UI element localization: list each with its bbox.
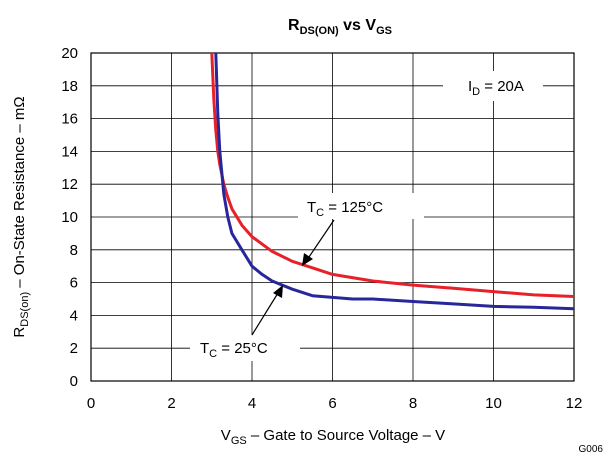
series-group [210, 52, 575, 311]
y-tick-label: 6 [70, 275, 78, 292]
x-tick-label: 12 [566, 395, 583, 412]
series-label-25: TC = 25°C [200, 340, 268, 360]
y-tick-label: 10 [61, 209, 78, 226]
condition-label-box [443, 71, 543, 101]
series-line-125c [210, 52, 575, 298]
y-axis-label: RDS(on) – On-State Resistance – mΩ [11, 96, 31, 337]
arrow-125-line [308, 219, 335, 258]
series-label-25-box [190, 335, 300, 361]
figure-code: G006 [579, 444, 604, 453]
series-label-125-box [298, 193, 424, 219]
y-tick-label: 12 [61, 176, 78, 193]
arrow-25-head [273, 285, 283, 298]
series-line-25c [214, 52, 575, 311]
x-tick-label: 6 [328, 395, 336, 412]
x-tick-label: 2 [167, 395, 175, 412]
x-axis-label: VGS – Gate to Source Voltage – V [221, 427, 445, 447]
x-tick-label: 0 [87, 395, 95, 412]
arrow-125-head [302, 253, 313, 266]
x-tick-label: 10 [485, 395, 502, 412]
chart-title: RDS(ON) vs VGS [288, 17, 392, 37]
y-tick-label: 16 [61, 111, 78, 128]
condition-label: ID = 20A [468, 78, 524, 98]
x-tick-label: 8 [409, 395, 417, 412]
x-tick-label: 4 [248, 395, 256, 412]
y-tick-label: 0 [70, 373, 78, 390]
y-tick-label: 2 [70, 340, 78, 357]
y-tick-label: 18 [61, 78, 78, 95]
y-tick-label: 14 [61, 143, 78, 160]
arrow-25-line [251, 292, 279, 336]
tick-labels: 0 2 4 6 8 10 12 0 2 4 6 8 10 12 14 16 18 20 [61, 45, 582, 412]
series-label-125: TC = 125°C [307, 199, 383, 219]
y-tick-label: 8 [70, 242, 78, 259]
y-tick-label: 4 [70, 307, 78, 324]
plot-area-border [90, 52, 575, 382]
y-tick-label: 20 [61, 45, 78, 62]
